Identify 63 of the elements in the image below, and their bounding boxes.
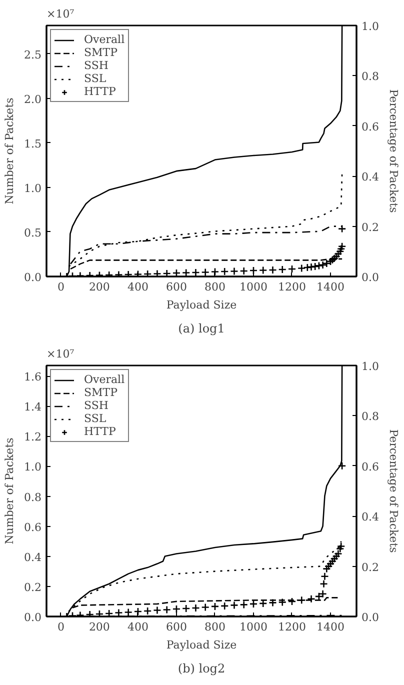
- y2-tick-label: 0.2: [362, 220, 379, 234]
- x-axis-title: Payload Size: [166, 638, 237, 652]
- legend-label: HTTP: [84, 425, 116, 438]
- text: (a) log1: [178, 322, 225, 336]
- y2-tick-label: 1.0: [362, 20, 379, 33]
- y-axis-title: Number of Packets: [3, 97, 16, 204]
- x-tick-label: 200: [88, 280, 110, 294]
- legend-label: SMTP: [84, 46, 118, 59]
- text: ×10⁷: [46, 8, 75, 20]
- y2-tick-label: 0.8: [362, 70, 379, 84]
- y-tick-label: 1.4: [24, 400, 42, 414]
- y-tick-label: 1.2: [24, 430, 42, 444]
- text: (b) log2: [178, 662, 226, 676]
- text: ×10⁷: [46, 348, 75, 360]
- x-tick-label: 600: [166, 280, 187, 294]
- legend-label: SSH: [84, 399, 108, 412]
- x-tick-label: 0: [57, 280, 64, 294]
- x-tick-label: 1200: [278, 280, 306, 294]
- x-tick-label: 400: [127, 620, 148, 634]
- y-tick-label: 0.2: [24, 580, 42, 594]
- legend-label: HTTP: [84, 85, 116, 98]
- y2-tick-label: 0.4: [362, 170, 379, 184]
- y-tick-label: 1.0: [24, 182, 42, 195]
- y2-axis-title: Percentage of Packets: [386, 429, 400, 554]
- x-axis-title: Payload Size: [166, 298, 237, 312]
- y2-tick-label: 1.0: [362, 360, 379, 373]
- x-tick-label: 400: [127, 280, 148, 294]
- y-tick-label: 0.5: [24, 226, 42, 240]
- y-tick-label: 0.0: [24, 271, 42, 284]
- legend-label: SMTP: [84, 386, 118, 399]
- y2-tick-label: 0.2: [362, 560, 379, 574]
- y-tick-label: 1.0: [24, 460, 42, 474]
- x-tick-label: 200: [88, 620, 110, 634]
- y2-tick-label: 0.4: [362, 510, 379, 524]
- legend-label: SSL: [84, 412, 106, 425]
- y2-tick-label: 0.0: [362, 271, 379, 284]
- legend-label: SSL: [84, 72, 106, 85]
- y-tick-label: 0.4: [24, 550, 42, 564]
- x-tick-label: 1000: [239, 620, 268, 634]
- x-tick-label: 800: [204, 280, 226, 294]
- x-tick-label: 1400: [316, 280, 345, 294]
- legend-label: Overall: [84, 33, 125, 46]
- y2-tick-label: 0.8: [362, 410, 379, 424]
- y-tick-label: 2.5: [24, 48, 42, 62]
- x-tick-label: 1000: [239, 280, 268, 294]
- x-tick-label: 0: [57, 620, 64, 634]
- y2-tick-label: 0.6: [362, 120, 379, 134]
- y-axis-title: Number of Packets: [3, 437, 16, 544]
- y-tick-label: 0.6: [24, 520, 42, 534]
- y-tick-label: 2.0: [24, 92, 42, 106]
- y2-tick-label: 0.6: [362, 460, 379, 474]
- x-tick-label: 600: [166, 620, 187, 634]
- legend-label: SSH: [84, 59, 108, 72]
- legend-label: Overall: [84, 373, 125, 386]
- x-tick-label: 800: [204, 620, 226, 634]
- y-tick-label: 0.0: [24, 611, 42, 624]
- y-tick-label: 0.8: [24, 490, 42, 504]
- x-tick-label: 1200: [278, 620, 306, 634]
- x-tick-label: 1400: [316, 620, 345, 634]
- y-tick-label: 1.6: [24, 370, 42, 384]
- y2-tick-label: 0.0: [362, 611, 379, 624]
- y-tick-label: 1.5: [24, 137, 42, 150]
- y2-axis-title: Percentage of Packets: [386, 89, 400, 214]
